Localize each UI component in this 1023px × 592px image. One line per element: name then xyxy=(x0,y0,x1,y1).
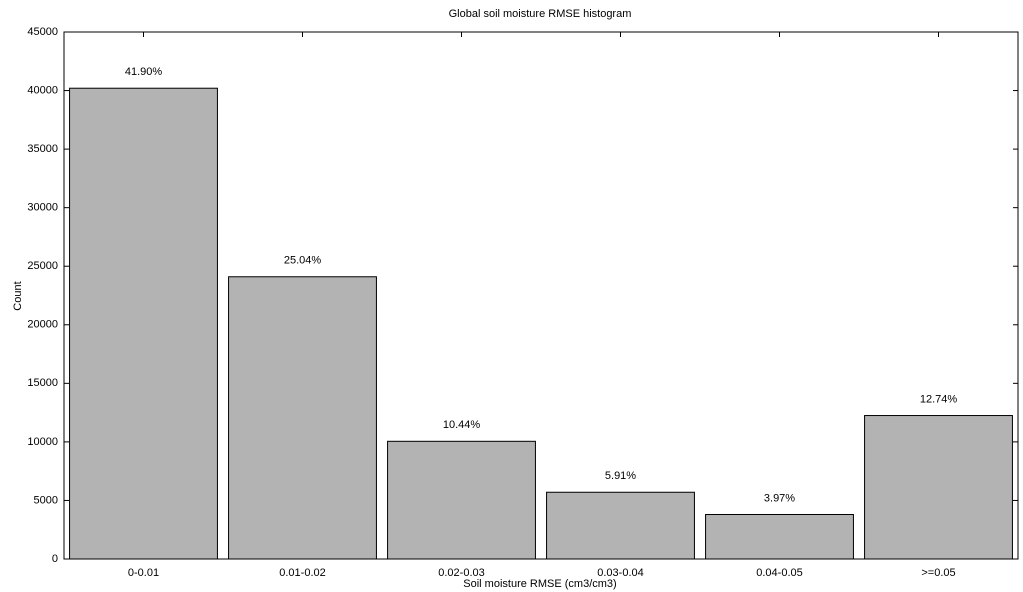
y-tick-label: 20000 xyxy=(27,319,58,331)
bar-label: 25.04% xyxy=(284,255,322,267)
x-tick-label: 0.01-0.02 xyxy=(279,567,325,579)
bar xyxy=(69,87,218,560)
bar-label: 5.91% xyxy=(605,470,636,482)
bar xyxy=(228,276,377,560)
y-tick-label: 10000 xyxy=(27,436,58,448)
y-tick-label: 15000 xyxy=(27,377,58,389)
y-tick-label: 25000 xyxy=(27,260,58,272)
plot-frame xyxy=(63,31,1019,560)
bar xyxy=(546,491,695,560)
y-tick-label: 35000 xyxy=(27,143,58,155)
y-tick-label: 5000 xyxy=(34,494,58,506)
x-tick-label: 0.03-0.04 xyxy=(597,567,643,579)
x-tick-label: 0.04-0.05 xyxy=(756,567,802,579)
x-tick-label: >=0.05 xyxy=(921,567,955,579)
x-axis-label: Soil moisture RMSE (cm3/cm3) xyxy=(463,578,616,590)
y-tick-label: 40000 xyxy=(27,84,58,96)
bar xyxy=(864,415,1013,560)
bar-label: 12.74% xyxy=(920,393,958,405)
y-axis-label: Count xyxy=(12,281,24,310)
bar xyxy=(705,513,854,560)
bar-label: 3.97% xyxy=(764,492,795,504)
y-tick-label: 45000 xyxy=(27,26,58,38)
x-tick-label: 0-0.01 xyxy=(128,567,159,579)
x-tick-label: 0.02-0.03 xyxy=(438,567,484,579)
y-tick-label: 30000 xyxy=(27,202,58,214)
bar-label: 10.44% xyxy=(443,419,481,431)
chart-title: Global soil moisture RMSE histogram xyxy=(449,8,632,20)
y-tick-label: 0 xyxy=(52,553,58,565)
bar xyxy=(387,440,536,560)
bar-label: 41.90% xyxy=(125,66,163,78)
